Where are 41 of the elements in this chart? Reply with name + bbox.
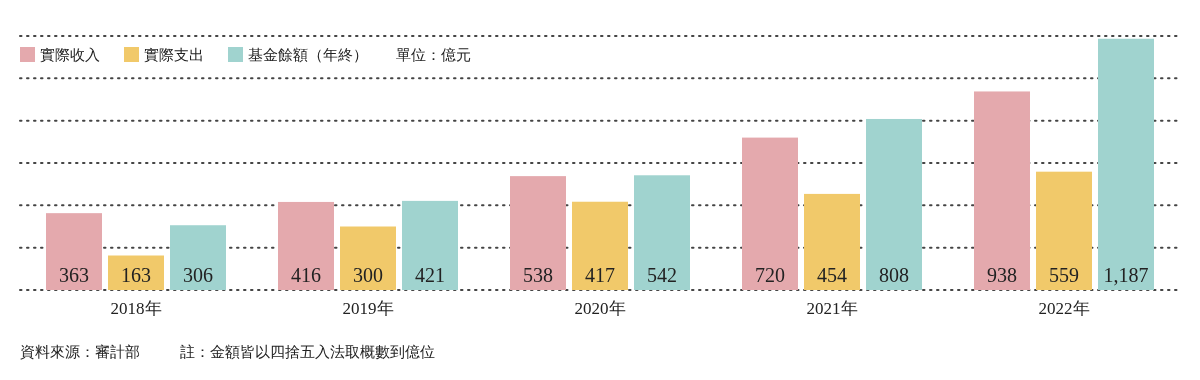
data-label: 938 [987, 264, 1017, 286]
data-label: 306 [183, 264, 213, 286]
data-label: 421 [415, 264, 445, 286]
x-tick-label: 2019年 [342, 299, 394, 318]
data-label: 363 [59, 264, 89, 286]
source-note: 資料來源：審計部 [20, 343, 140, 361]
bar [510, 176, 566, 290]
bar [340, 226, 396, 290]
data-label: 417 [585, 264, 615, 286]
data-label: 538 [523, 264, 553, 286]
data-label: 416 [291, 264, 321, 286]
data-label: 542 [647, 264, 677, 286]
bar [742, 137, 798, 290]
bar [170, 225, 226, 290]
bar [572, 201, 628, 290]
legend-label: 實際收入 [40, 46, 100, 64]
data-label: 300 [353, 264, 383, 286]
bar [278, 201, 334, 290]
bar [1036, 171, 1092, 290]
text: 註：金額皆以四捨五入法取概數到億位 [180, 343, 435, 361]
x-tick-label: 2022年 [1038, 299, 1090, 318]
bar [634, 175, 690, 290]
data-label: 1,187 [1103, 264, 1149, 286]
bar [108, 255, 164, 290]
bar [1098, 38, 1154, 290]
bar [866, 118, 922, 290]
data-label: 163 [121, 264, 151, 286]
annotation: 單位：億元 [396, 46, 471, 64]
legend-label: 實際支出 [144, 46, 204, 64]
data-label: 720 [755, 264, 785, 286]
data-label: 454 [817, 264, 847, 286]
bar [804, 193, 860, 290]
x-tick-label: 2021年 [806, 299, 858, 318]
bar [402, 200, 458, 290]
bar [46, 213, 102, 290]
data-label: 559 [1049, 264, 1079, 286]
bar [974, 91, 1030, 290]
x-tick-label: 2018年 [110, 299, 162, 318]
data-label: 808 [879, 264, 909, 286]
legend-label: 基金餘額（年終） [248, 46, 368, 64]
x-tick-label: 2020年 [574, 299, 626, 318]
